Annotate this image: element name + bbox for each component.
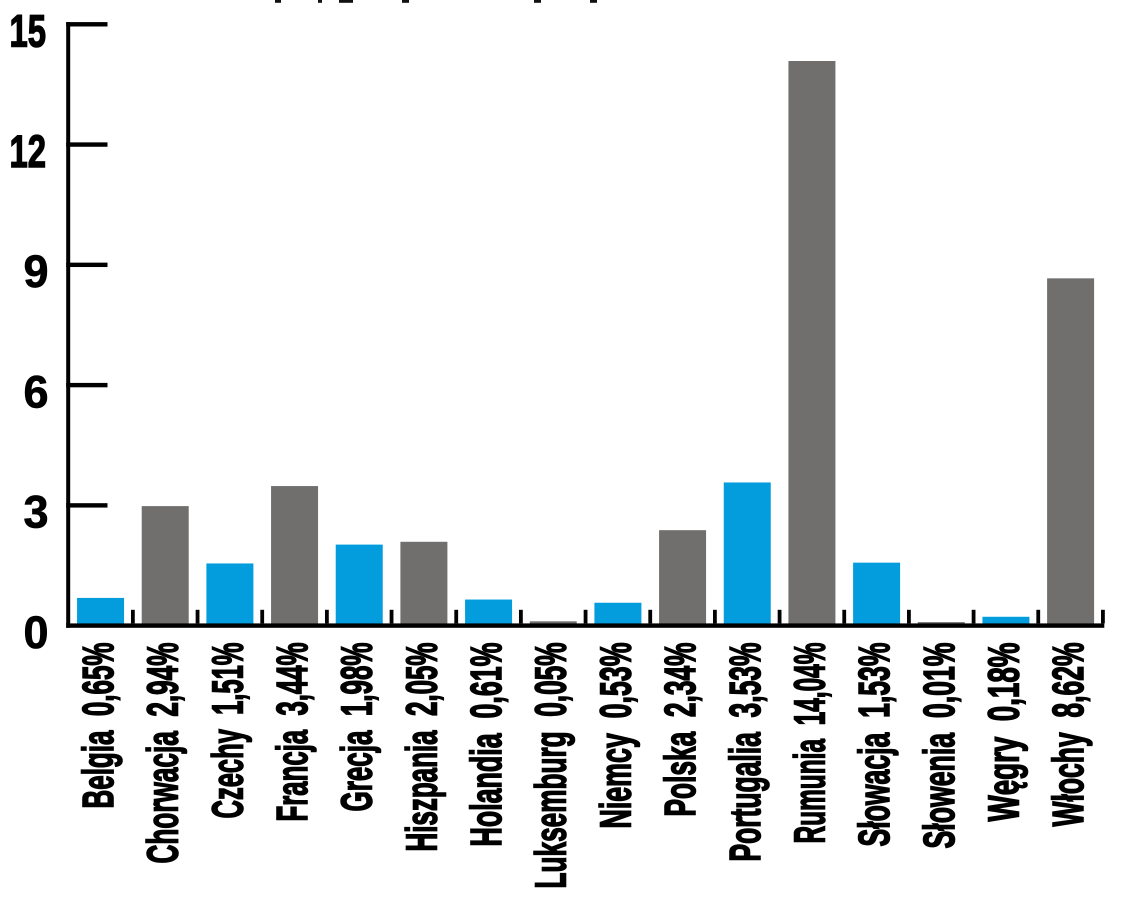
svg-text:Słowenia 0,01%: Słowenia 0,01% <box>915 643 964 849</box>
svg-text:Francja 3,44%: Francja 3,44% <box>268 643 317 822</box>
svg-text:Węgry 0,18%: Węgry 0,18% <box>979 643 1028 822</box>
svg-text:9: 9 <box>23 246 48 297</box>
svg-text:Belgia 0,65%: Belgia 0,65% <box>74 643 123 809</box>
svg-text:15: 15 <box>10 6 47 57</box>
svg-text:12: 12 <box>10 126 47 177</box>
svg-text:Hiszpania 2,05%: Hiszpania 2,05% <box>397 643 446 852</box>
svg-text:Chorwacja 2,94%: Chorwacja 2,94% <box>139 643 188 864</box>
svg-text:6: 6 <box>23 366 48 417</box>
svg-text:Czechy 1,51%: Czechy 1,51% <box>203 643 252 819</box>
svg-text:Grecja 1,98%: Grecja 1,98% <box>333 643 382 812</box>
svg-text:Słowacja 1,53%: Słowacja 1,53% <box>850 643 899 847</box>
svg-text:0: 0 <box>23 607 48 658</box>
svg-text:Włochy 8,62%: Włochy 8,62% <box>1044 643 1093 827</box>
svg-text:Rumunia 14,04%: Rumunia 14,04% <box>785 643 834 844</box>
svg-text:Portugalia 3,53%: Portugalia 3,53% <box>721 643 770 862</box>
svg-text:Niemcy 0,53%: Niemcy 0,53% <box>591 643 640 829</box>
svg-text:3: 3 <box>23 487 48 538</box>
svg-text:Luksemburg 0,05%: Luksemburg 0,05% <box>527 643 576 889</box>
svg-text:Holandia 0,61%: Holandia 0,61% <box>462 643 511 847</box>
svg-text:Polska 2,34%: Polska 2,34% <box>656 643 705 817</box>
